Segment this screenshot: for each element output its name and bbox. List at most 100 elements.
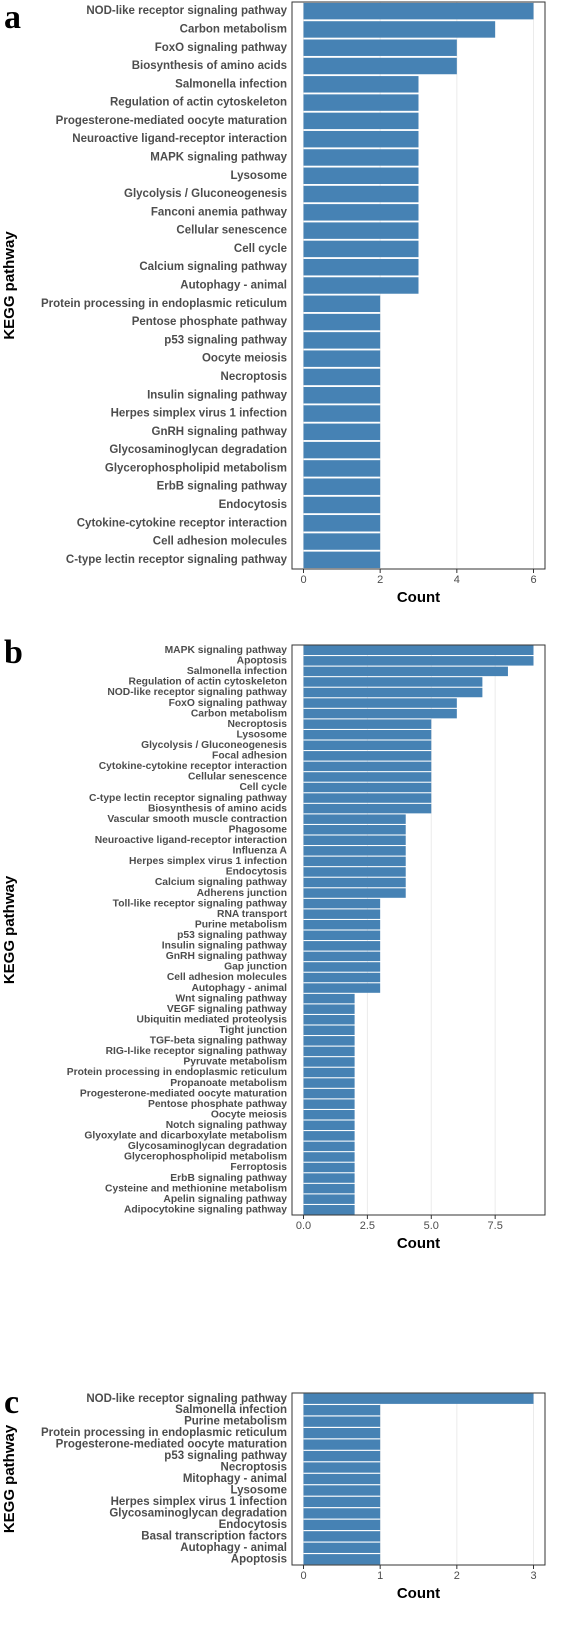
bar: [303, 656, 534, 666]
x-axis-title: Count: [397, 1585, 440, 1602]
y-tick-label: Oocyte meiosis: [211, 1109, 287, 1120]
bar: [303, 1405, 381, 1416]
bar: [303, 2, 534, 20]
bar: [303, 898, 381, 909]
y-tick-label: Autophagy - animal: [180, 280, 287, 292]
bar: [303, 1078, 355, 1088]
y-tick-label: Biosynthesis of amino acids: [148, 803, 287, 814]
y-tick-label: Autophagy - animal: [180, 1542, 287, 1554]
y-tick-label: Focal adhesion: [212, 751, 287, 762]
x-tick-label: 6: [530, 574, 536, 586]
bar: [303, 441, 381, 459]
bar: [303, 1057, 355, 1067]
y-tick-label: Calcium signaling pathway: [139, 261, 287, 273]
bar: [303, 877, 406, 888]
y-tick-label: Endocytosis: [226, 867, 287, 878]
y-tick-label: Cysteine and methionine metabolism: [105, 1183, 287, 1194]
bar: [303, 350, 381, 367]
bar: [303, 222, 419, 239]
y-tick-label: Necroptosis: [227, 719, 287, 730]
bar: [303, 1531, 381, 1542]
bar: [303, 761, 432, 772]
y-tick-label: Lysosome: [236, 729, 287, 740]
y-tick-label: Purine metabolism: [195, 919, 287, 930]
bar: [303, 496, 381, 514]
y-tick-label: MAPK signaling pathway: [150, 151, 287, 163]
bar: [303, 1427, 381, 1439]
y-tick-label: Ubiquitin mediated proteolysis: [137, 1014, 288, 1025]
y-tick-label: Progesterone-mediated oocyte maturation: [80, 1088, 287, 1099]
y-tick-label: Fanconi anemia pathway: [151, 206, 288, 218]
bar: [303, 972, 381, 983]
y-tick-label: Adipocytokine signaling pathway: [124, 1204, 287, 1215]
y-tick-label: Neuroactive ligand-receptor interaction: [72, 133, 287, 145]
bar: [303, 21, 496, 38]
bar: [303, 387, 381, 404]
y-tick-label: Glycolysis / Gluconeogenesis: [141, 740, 287, 751]
x-tick-label: 1: [377, 1570, 383, 1582]
bar: [303, 687, 483, 698]
bar: [303, 835, 406, 846]
y-tick-label: Cytokine-cytokine receptor interaction: [99, 761, 287, 772]
plot-border: [291, 1, 546, 570]
bar: [303, 277, 419, 294]
bar: [303, 1485, 381, 1496]
bar: [303, 167, 419, 184]
y-tick-label: Autophagy - animal: [191, 983, 287, 994]
bar: [303, 1194, 355, 1204]
y-tick-label: GnRH signaling pathway: [152, 426, 288, 438]
bar: [303, 846, 406, 856]
y-tick-label: Progesterone-mediated oocyte maturation: [56, 1439, 287, 1451]
bar: [303, 76, 419, 93]
y-tick-label: Carbon metabolism: [180, 23, 287, 35]
bar: [303, 782, 432, 793]
bar: [303, 1173, 355, 1183]
y-tick-label: Glycerophospholipid metabolism: [105, 462, 287, 474]
y-tick-label: Lysosome: [231, 1484, 287, 1496]
y-tick-label: NOD-like receptor signaling pathway: [86, 5, 287, 17]
bar: [303, 803, 432, 814]
bar: [303, 1473, 381, 1485]
bar: [303, 708, 457, 719]
y-tick-label: Regulation of actin cytoskeleton: [129, 677, 287, 688]
y-tick-label: Oocyte meiosis: [202, 353, 287, 365]
y-tick-label: Cell adhesion molecules: [153, 536, 287, 548]
y-tick-label: Necroptosis: [221, 371, 287, 383]
bar: [303, 919, 381, 930]
bar: [303, 1162, 355, 1173]
y-tick-label: p53 signaling pathway: [177, 930, 287, 941]
panel-label: c: [4, 1384, 19, 1421]
y-tick-label: Cell cycle: [234, 243, 287, 255]
bar: [303, 1416, 381, 1427]
y-tick-label: Calcium signaling pathway: [155, 877, 287, 888]
y-tick-label: Glycosaminoglycan degradation: [109, 1507, 287, 1519]
y-tick-label: Vascular smooth muscle contraction: [107, 814, 287, 825]
bar: [303, 1004, 355, 1014]
bar: [303, 983, 381, 993]
bar: [303, 149, 419, 166]
bar: [303, 1046, 355, 1057]
bar: [303, 313, 381, 331]
bar: [303, 1554, 381, 1565]
bar: [303, 533, 381, 550]
y-tick-label: Adherens junction: [197, 888, 287, 899]
bar: [303, 930, 381, 941]
bar: [303, 515, 381, 532]
x-tick-label: 2: [454, 1570, 460, 1582]
bar: [303, 423, 381, 441]
bar: [303, 1120, 355, 1131]
y-tick-label: Phagosome: [229, 824, 288, 835]
bar: [303, 1141, 355, 1152]
bar: [303, 1542, 381, 1553]
y-tick-label: Biosynthesis of amino acids: [132, 60, 287, 72]
y-tick-label: Endocytosis: [219, 499, 287, 511]
bar: [303, 1462, 381, 1473]
x-tick-label: 0: [300, 1570, 306, 1582]
x-tick-label: 2.5: [360, 1220, 375, 1232]
x-tick-label: 0: [300, 574, 306, 586]
y-tick-label: Apoptosis: [237, 656, 288, 667]
y-tick-label: C-type lectin receptor signaling pathway: [89, 793, 287, 804]
y-tick-label: Glycerophospholipid metabolism: [124, 1152, 287, 1163]
y-tick-label: Lysosome: [231, 170, 287, 182]
